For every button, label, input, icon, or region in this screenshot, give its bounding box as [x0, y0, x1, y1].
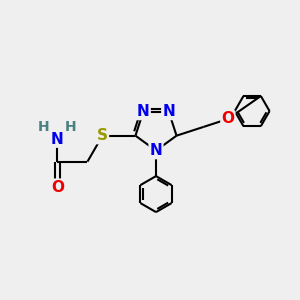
Text: O: O: [51, 180, 64, 195]
Text: O: O: [221, 112, 234, 127]
Text: S: S: [97, 128, 108, 143]
Text: H: H: [38, 120, 50, 134]
Text: N: N: [51, 132, 64, 147]
Text: N: N: [137, 104, 150, 119]
Text: N: N: [162, 104, 175, 119]
Text: H: H: [65, 120, 77, 134]
Text: N: N: [150, 143, 162, 158]
